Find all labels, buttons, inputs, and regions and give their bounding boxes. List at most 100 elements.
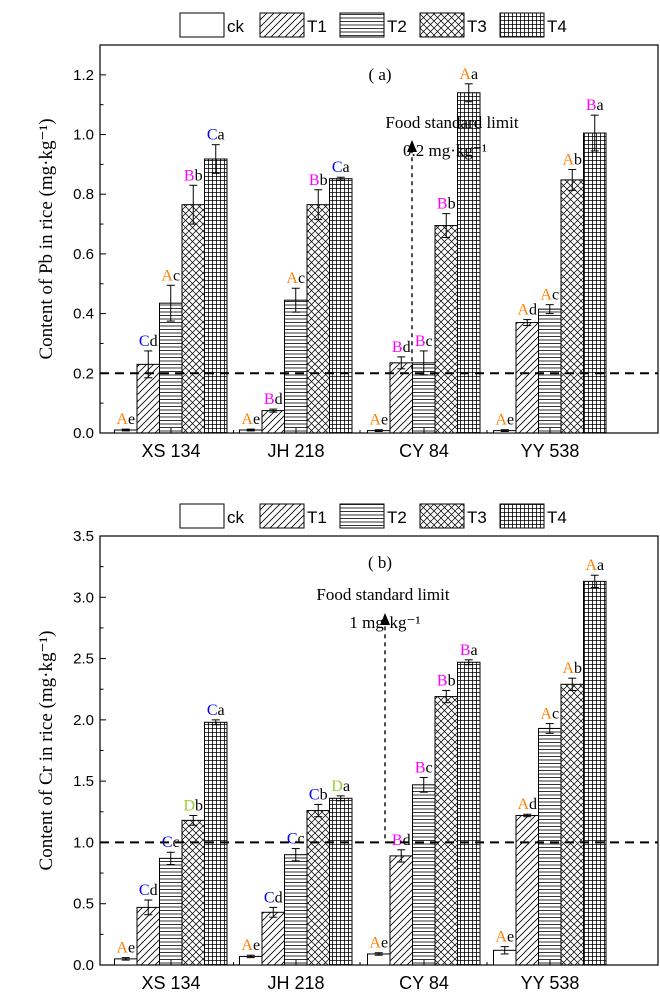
significance-label: Db (183, 797, 203, 814)
y-tick-label: 3.0 (73, 589, 94, 606)
bar-t3 (306, 810, 330, 966)
legend-label-t3: T3 (467, 508, 487, 527)
x-tick-label: CY 84 (399, 441, 449, 461)
bar-t4 (204, 721, 228, 966)
bar-t2 (284, 854, 308, 966)
x-tick-label: YY 538 (521, 441, 580, 461)
reference-label-line2: 0.2 mg·kg⁻¹ (403, 141, 487, 160)
bar-t3 (560, 683, 584, 966)
reference-label-line2: 1 mg·kg⁻¹ (349, 613, 420, 632)
y-tick-label: 0.0 (73, 425, 94, 442)
y-axis-label: Content of Cr in rice (mg·kg⁻¹) (36, 631, 57, 871)
y-tick-label: 3.5 (73, 528, 94, 545)
significance-label: Ae (369, 412, 388, 429)
legend-label-t1: T1 (307, 17, 327, 36)
bar-t2 (159, 857, 183, 966)
x-tick-label: JH 218 (267, 973, 324, 993)
reference-label-line1: Food standard limit (316, 585, 449, 604)
significance-label: Cd (139, 333, 158, 350)
panel-label: ( a) (368, 65, 391, 84)
significance-label: Ca (207, 127, 225, 144)
reference-label-line1: Food standard limit (385, 113, 518, 132)
significance-label: Ae (116, 940, 135, 957)
significance-label: Ac (161, 267, 180, 284)
significance-label: Ac (540, 287, 559, 304)
significance-label: Aa (585, 557, 604, 574)
significance-label: Bc (415, 333, 433, 350)
y-tick-label: 0.4 (73, 306, 94, 323)
reference-arrow-head (380, 613, 390, 625)
legend: ck T1 T2 T3 T4 (179, 12, 567, 38)
y-tick-label: 0.8 (73, 186, 94, 203)
significance-label: Bd (392, 832, 411, 849)
significance-label: Ca (207, 702, 225, 719)
legend-swatch-ck (179, 12, 225, 38)
legend-label-t2: T2 (387, 508, 407, 527)
significance-label: Cd (264, 889, 283, 906)
significance-label: Da (331, 778, 350, 795)
x-tick-label: XS 134 (141, 441, 200, 461)
significance-label: Bd (392, 339, 411, 356)
legend-label-t4: T4 (547, 17, 567, 36)
bar-t3 (306, 204, 330, 434)
y-tick-label: 0.6 (73, 246, 94, 263)
legend-swatch-ck (179, 503, 225, 529)
legend-label-ck: ck (227, 17, 245, 36)
bar-t4 (583, 580, 607, 966)
bar-t4 (329, 797, 353, 966)
legend-label-ck: ck (227, 508, 245, 527)
bar-t1 (261, 410, 285, 434)
bar-t3 (560, 179, 584, 434)
y-axis-label: Content of Pb in rice (mg·kg⁻¹) (36, 118, 57, 359)
legend-swatch-t4 (499, 503, 545, 529)
significance-label: Ae (241, 411, 260, 428)
bar-t2 (538, 308, 562, 434)
legend: ck T1 T2 T3 T4 (179, 503, 567, 529)
chart-panel-b: ck T1 T2 T3 T4 0.0 0.5 1.0 1.5 2.0 2.5 3.0 3.5 Conten… (36, 503, 659, 993)
legend-label-t4: T4 (547, 508, 567, 527)
bar-t2 (538, 727, 562, 966)
significance-label: Cb (309, 786, 328, 803)
significance-label: Ae (495, 929, 514, 946)
bar-t1 (261, 911, 285, 966)
significance-label: Bc (415, 759, 433, 776)
x-tick-label: XS 134 (141, 973, 200, 993)
bar-t3 (434, 696, 458, 966)
bar-t3 (181, 204, 205, 434)
legend-swatch-t1 (259, 12, 305, 38)
bar-t1 (515, 814, 539, 966)
bar-t1 (136, 906, 160, 966)
bar-t4 (583, 132, 607, 434)
significance-label: Bb (184, 167, 203, 184)
significance-label: Ab (562, 660, 582, 677)
significance-label: Ae (241, 937, 260, 954)
significance-label: Bb (437, 196, 456, 213)
y-tick-label: 2.0 (73, 712, 94, 729)
significance-label: Bb (309, 172, 328, 189)
bar-t2 (412, 784, 436, 966)
legend-swatch-t4 (499, 12, 545, 38)
significance-label: Ac (540, 706, 559, 723)
legend-swatch-t2 (339, 12, 385, 38)
bar-t1 (515, 322, 539, 434)
legend-swatch-t3 (419, 503, 465, 529)
y-tick-label: 1.0 (73, 834, 94, 851)
panel-label: ( b) (368, 553, 392, 572)
y-tick-label: 1.0 (73, 127, 94, 144)
significance-label: Ac (286, 270, 305, 287)
bar-t4 (329, 178, 353, 434)
significance-label: Ad (517, 302, 537, 319)
chart-panel-a: ck T1 T2 T3 T4 0.0 0.2 0.4 0.6 0.8 1.0 1.2 Content o… (36, 12, 659, 461)
y-tick-label: 0.5 (73, 896, 94, 913)
bar-t3 (434, 225, 458, 434)
significance-label: Ab (562, 151, 582, 168)
significance-label: Cd (139, 882, 158, 899)
legend-label-t3: T3 (467, 17, 487, 36)
y-tick-label: 1.2 (73, 67, 94, 84)
bar-t1 (389, 855, 413, 966)
bar-t2 (159, 302, 183, 434)
y-tick-label: 0.0 (73, 957, 94, 974)
legend-swatch-t3 (419, 12, 465, 38)
legend-label-t1: T1 (307, 508, 327, 527)
